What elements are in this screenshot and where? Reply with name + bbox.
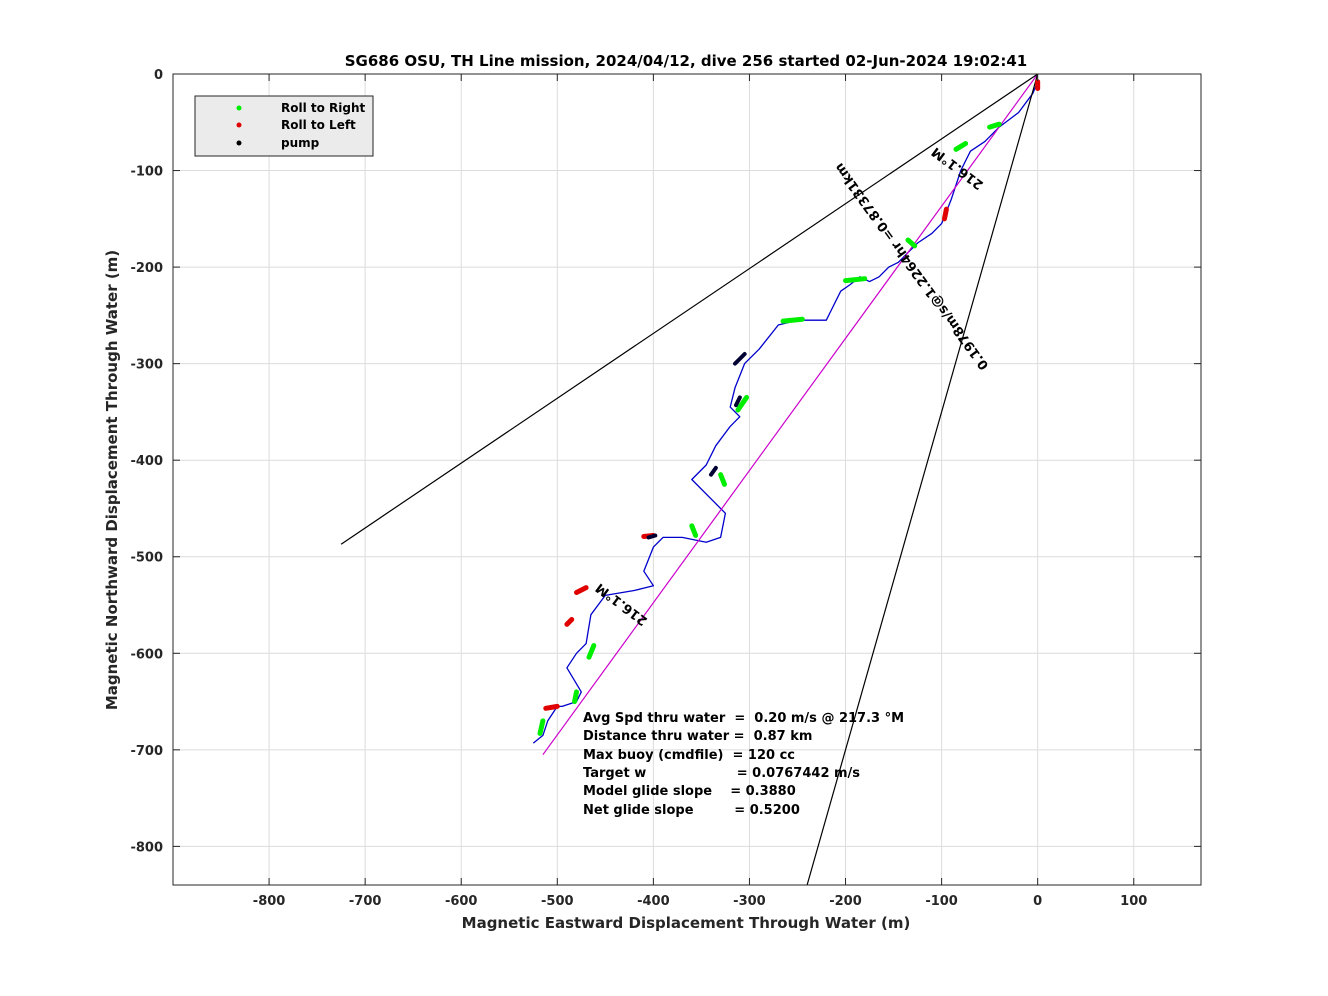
roll-right-segment — [718, 472, 727, 487]
legend-marker-roll-right — [236, 105, 242, 111]
axis-ticks: -800 -700 -600 -500 -400 -300 -200 -100 0 100 0 -10… — [130, 68, 1201, 909]
legend-marker-roll-left — [236, 122, 242, 128]
wedge-edge-line — [340, 74, 1039, 545]
x-tick-label: -800 — [253, 894, 286, 909]
roll-right-segment — [905, 237, 918, 249]
course-label: 0.1978m/s@1.2264hr =0.87331km — [832, 160, 992, 373]
y-tick-label: -200 — [130, 261, 163, 276]
x-tick-label: -100 — [925, 894, 958, 909]
legend: Roll to Right Roll to Left pump — [194, 95, 374, 157]
data-layer — [340, 74, 1041, 885]
pump-segment — [709, 465, 718, 477]
y-tick-label: -800 — [130, 840, 163, 855]
roll-right-segment — [780, 316, 805, 324]
y-tick-label: -700 — [130, 744, 163, 759]
pump-segment — [733, 351, 747, 366]
roll-right-segment — [586, 643, 597, 660]
legend-marker-pump — [236, 140, 242, 146]
chart-title: SG686 OSU, TH Line mission, 2024/04/12, … — [345, 52, 1028, 70]
y-tick-label: -300 — [130, 358, 163, 373]
pump-segment — [733, 395, 742, 408]
x-tick-label: -600 — [445, 894, 478, 909]
roll-left-segment — [941, 206, 949, 222]
roll-right-segment — [843, 276, 868, 284]
stat-model-glide: Model glide slope = 0.3880 — [583, 784, 796, 799]
y-tick-label: -500 — [130, 551, 163, 566]
roll-right-segment — [689, 523, 699, 538]
x-tick-label: -200 — [829, 894, 862, 909]
roll-left-segment — [564, 616, 575, 627]
legend-box — [194, 95, 374, 157]
heading-label-lower: 216.1°M — [593, 580, 650, 628]
x-tick-label: -300 — [733, 894, 766, 909]
stat-avg-speed: Avg Spd thru water = 0.20 m/s @ 217.3 °M — [583, 711, 904, 726]
legend-label-roll-left: Roll to Left — [281, 118, 356, 132]
y-tick-label: 0 — [154, 68, 163, 83]
y-tick-label: -600 — [130, 647, 163, 662]
glider-track-line — [532, 81, 1039, 744]
roll-right-segment — [572, 689, 580, 705]
x-tick-label: -400 — [637, 894, 670, 909]
stats-block: Avg Spd thru water = 0.20 m/s @ 217.3 °M… — [583, 711, 904, 818]
grid-lines — [173, 73, 1201, 885]
stat-target-w: Target w = 0.0767442 m/s — [583, 766, 860, 781]
roll-left-segment — [543, 703, 560, 711]
y-axis-label: Magnetic Northward Displacement Through … — [103, 250, 121, 710]
legend-label-pump: pump — [281, 136, 320, 150]
y-tick-label: -400 — [130, 454, 163, 469]
plot-frame — [172, 73, 1202, 886]
roll-left-segment — [574, 585, 589, 595]
x-axis-label: Magnetic Eastward Displacement Through W… — [462, 914, 911, 932]
x-tick-label: 100 — [1120, 894, 1147, 909]
x-tick-label: -500 — [541, 894, 574, 909]
y-tick-label: -100 — [130, 165, 163, 180]
pump-segment — [646, 533, 658, 540]
stat-net-glide: Net glide slope = 0.5200 — [583, 803, 800, 818]
roll-right-segment — [735, 394, 750, 413]
roll-right-segment — [537, 718, 546, 736]
course-line — [542, 74, 1039, 756]
wedge-edge-line — [806, 74, 1039, 885]
stat-distance: Distance thru water = 0.87 km — [583, 729, 812, 744]
stat-max-buoy: Max buoy (cmdfile) = 120 cc — [583, 748, 795, 763]
roll-right-segment — [953, 141, 969, 152]
x-tick-label: -700 — [349, 894, 382, 909]
x-tick-label: 0 — [1033, 894, 1042, 909]
roll-right-segment — [987, 121, 1002, 130]
legend-label-roll-right: Roll to Right — [281, 101, 366, 115]
